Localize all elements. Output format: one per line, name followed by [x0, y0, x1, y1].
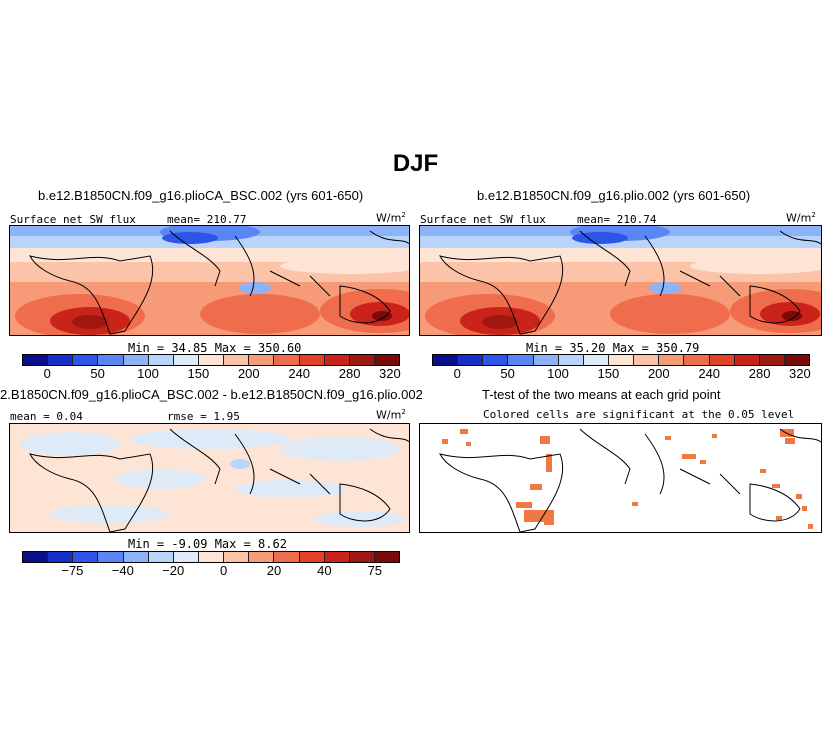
panel-title-bottom-right: T-test of the two means at each grid poi… [482, 387, 721, 402]
mean-top-right: mean= 210.74 [577, 213, 657, 226]
colorbar-bottom-left [22, 551, 400, 563]
colorbar-swatch [608, 355, 635, 365]
colorbar-swatch [48, 355, 74, 365]
map-top-left [9, 225, 410, 336]
colorbar-swatch [374, 552, 400, 562]
colorbar-tick-label: 200 [237, 366, 260, 381]
colorbar-swatch [324, 355, 350, 365]
map-top-right [419, 225, 822, 336]
colorbar-swatch [23, 552, 49, 562]
colorbar-swatch [98, 552, 124, 562]
colorbar-swatch [173, 355, 199, 365]
colorbar-tick-label: 40 [317, 563, 332, 578]
colorbar-swatch [349, 552, 375, 562]
colorbar-swatch [533, 355, 559, 365]
colorbar-swatch [734, 355, 760, 365]
colorbar-swatch [458, 355, 484, 365]
panel-title-bottom-left: 2.B1850CN.f09_g16.plioCA_BSC.002 - b.e12… [0, 387, 423, 402]
mean-top-left: mean= 210.77 [167, 213, 247, 226]
colorbar-tick-label: −20 [162, 563, 185, 578]
colorbar-swatch [148, 552, 174, 562]
map-bottom-right [419, 423, 822, 533]
colorbar-swatch [784, 355, 810, 365]
units-top-left: W/m2 [376, 211, 406, 225]
colorbar-ticks-top-left: 0 50 100 150 200 240 280 320 [22, 366, 401, 384]
colorbar-top-left [22, 354, 400, 366]
colorbar-swatch [433, 355, 459, 365]
colorbar-swatch [374, 355, 400, 365]
colorbar-tick-label: 320 [379, 366, 401, 381]
colorbar-swatch [198, 552, 225, 562]
colorbar-tick-label: 240 [288, 366, 311, 381]
colorbar-swatch [349, 355, 375, 365]
units-bottom-left: W/m2 [376, 408, 406, 422]
colorbar-ticks-top-right: 0 50 100 150 200 240 280 320 [432, 366, 811, 384]
figure-title: DJF [392, 150, 439, 177]
rmse-bottom-left: rmse = 1.95 [167, 410, 240, 423]
colorbar-swatch [634, 355, 660, 365]
colorbar-swatch [583, 355, 609, 365]
colorbar-tick-label: 150 [597, 366, 620, 381]
colorbar-swatch [73, 355, 99, 365]
colorbar-tick-label: −75 [61, 563, 84, 578]
colorbar-swatch [558, 355, 584, 365]
field-name-top-right: Surface net SW flux [420, 213, 546, 226]
colorbar-tick-label: 50 [500, 366, 515, 381]
colorbar-swatch [299, 552, 325, 562]
minmax-top-right: Min = 35.20 Max = 350.79 [526, 341, 700, 355]
colorbar-swatch [249, 355, 275, 365]
colorbar-swatch [148, 355, 174, 365]
colorbar-swatch [508, 355, 534, 365]
colorbar-swatch [684, 355, 710, 365]
colorbar-swatch [224, 355, 250, 365]
minmax-bottom-left: Min = -9.09 Max = 8.62 [128, 537, 287, 551]
colorbar-swatch [123, 552, 149, 562]
colorbar-tick-label: 240 [698, 366, 721, 381]
colorbar-tick-label: 200 [647, 366, 670, 381]
colorbar-swatch [299, 355, 325, 365]
colorbar-swatch [709, 355, 735, 365]
colorbar-tick-label: 320 [789, 366, 811, 381]
units-top-right: W/m2 [786, 211, 816, 225]
mean-bottom-left: mean = 0.04 [10, 410, 83, 423]
colorbar-tick-label: 75 [367, 563, 383, 578]
colorbar-swatch [48, 552, 74, 562]
colorbar-swatch [759, 355, 785, 365]
colorbar-tick-label: 0 [219, 563, 228, 578]
panel-subtitle-bottom-right: Colored cells are significant at the 0.0… [483, 408, 795, 421]
colorbar-swatch [23, 355, 49, 365]
colorbar-swatch [123, 355, 149, 365]
colorbar-swatch [73, 552, 99, 562]
colorbar-tick-label: 20 [266, 563, 282, 578]
colorbar-top-right [432, 354, 810, 366]
colorbar-swatch [173, 552, 199, 562]
colorbar-swatch [659, 355, 685, 365]
field-name-top-left: Surface net SW flux [10, 213, 136, 226]
colorbar-tick-label: 100 [547, 366, 569, 381]
colorbar-tick-label: 50 [90, 366, 105, 381]
colorbar-tick-label: 280 [748, 366, 771, 381]
colorbar-swatch [483, 355, 509, 365]
colorbar-tick-label: 280 [338, 366, 361, 381]
colorbar-swatch [224, 552, 250, 562]
colorbar-swatch [274, 355, 300, 365]
colorbar-swatch [324, 552, 350, 562]
colorbar-swatch [198, 355, 225, 365]
panel-title-top-right: b.e12.B1850CN.f09_g16.plio.002 (yrs 601-… [477, 188, 751, 203]
colorbar-tick-label: −40 [111, 563, 134, 578]
colorbar-tick-label: 0 [453, 366, 461, 381]
colorbar-swatch [249, 552, 275, 562]
colorbar-swatch [98, 355, 124, 365]
map-bottom-left [9, 423, 410, 533]
colorbar-tick-label: 100 [137, 366, 159, 381]
minmax-top-left: Min = 34.85 Max = 350.60 [128, 341, 302, 355]
panel-title-top-left: b.e12.B1850CN.f09_g16.plioCA_BSC.002 (yr… [38, 188, 364, 203]
colorbar-ticks-bottom-left: −75 −40 −20 0 20 40 75 [22, 563, 400, 581]
colorbar-tick-label: 0 [43, 366, 51, 381]
colorbar-swatch [274, 552, 300, 562]
colorbar-tick-label: 150 [187, 366, 210, 381]
